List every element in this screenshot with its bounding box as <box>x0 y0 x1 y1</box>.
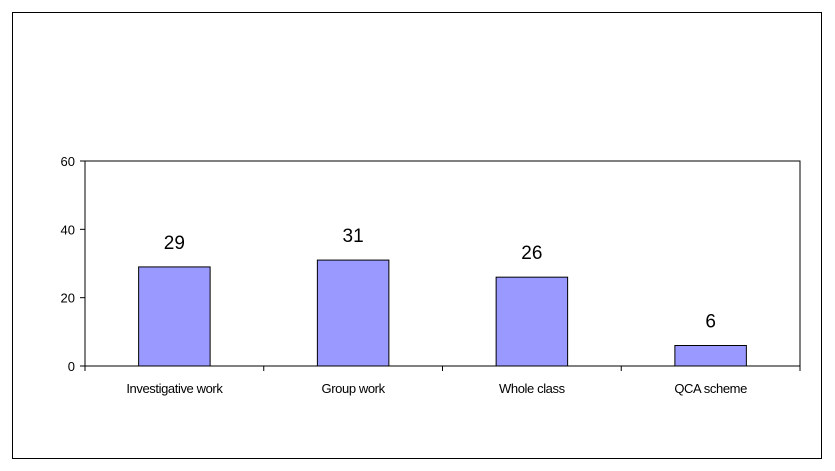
bars-layer <box>138 259 747 367</box>
x-category-label: Group work <box>322 381 386 396</box>
x-category-label: Investigative work <box>126 381 223 396</box>
data-label: 26 <box>521 243 542 264</box>
y-tick-label: 40 <box>61 222 75 237</box>
bar <box>138 266 211 367</box>
axis-layer: 0 20 40 60 <box>61 154 801 374</box>
bar <box>316 259 390 367</box>
data-label: 31 <box>343 226 364 247</box>
y-tick-label: 20 <box>61 291 75 306</box>
labels-layer: Investigative work 29 Group work 31 Whole cl… <box>126 226 747 396</box>
y-tick-label: 60 <box>61 154 75 169</box>
y-tick-label: 0 <box>68 359 75 374</box>
x-category-label: Whole class <box>499 381 566 396</box>
bar <box>495 276 569 367</box>
x-category-label: QCA scheme <box>674 381 747 396</box>
data-label: 29 <box>164 233 185 254</box>
bar <box>674 345 747 367</box>
data-label: 6 <box>705 312 716 333</box>
